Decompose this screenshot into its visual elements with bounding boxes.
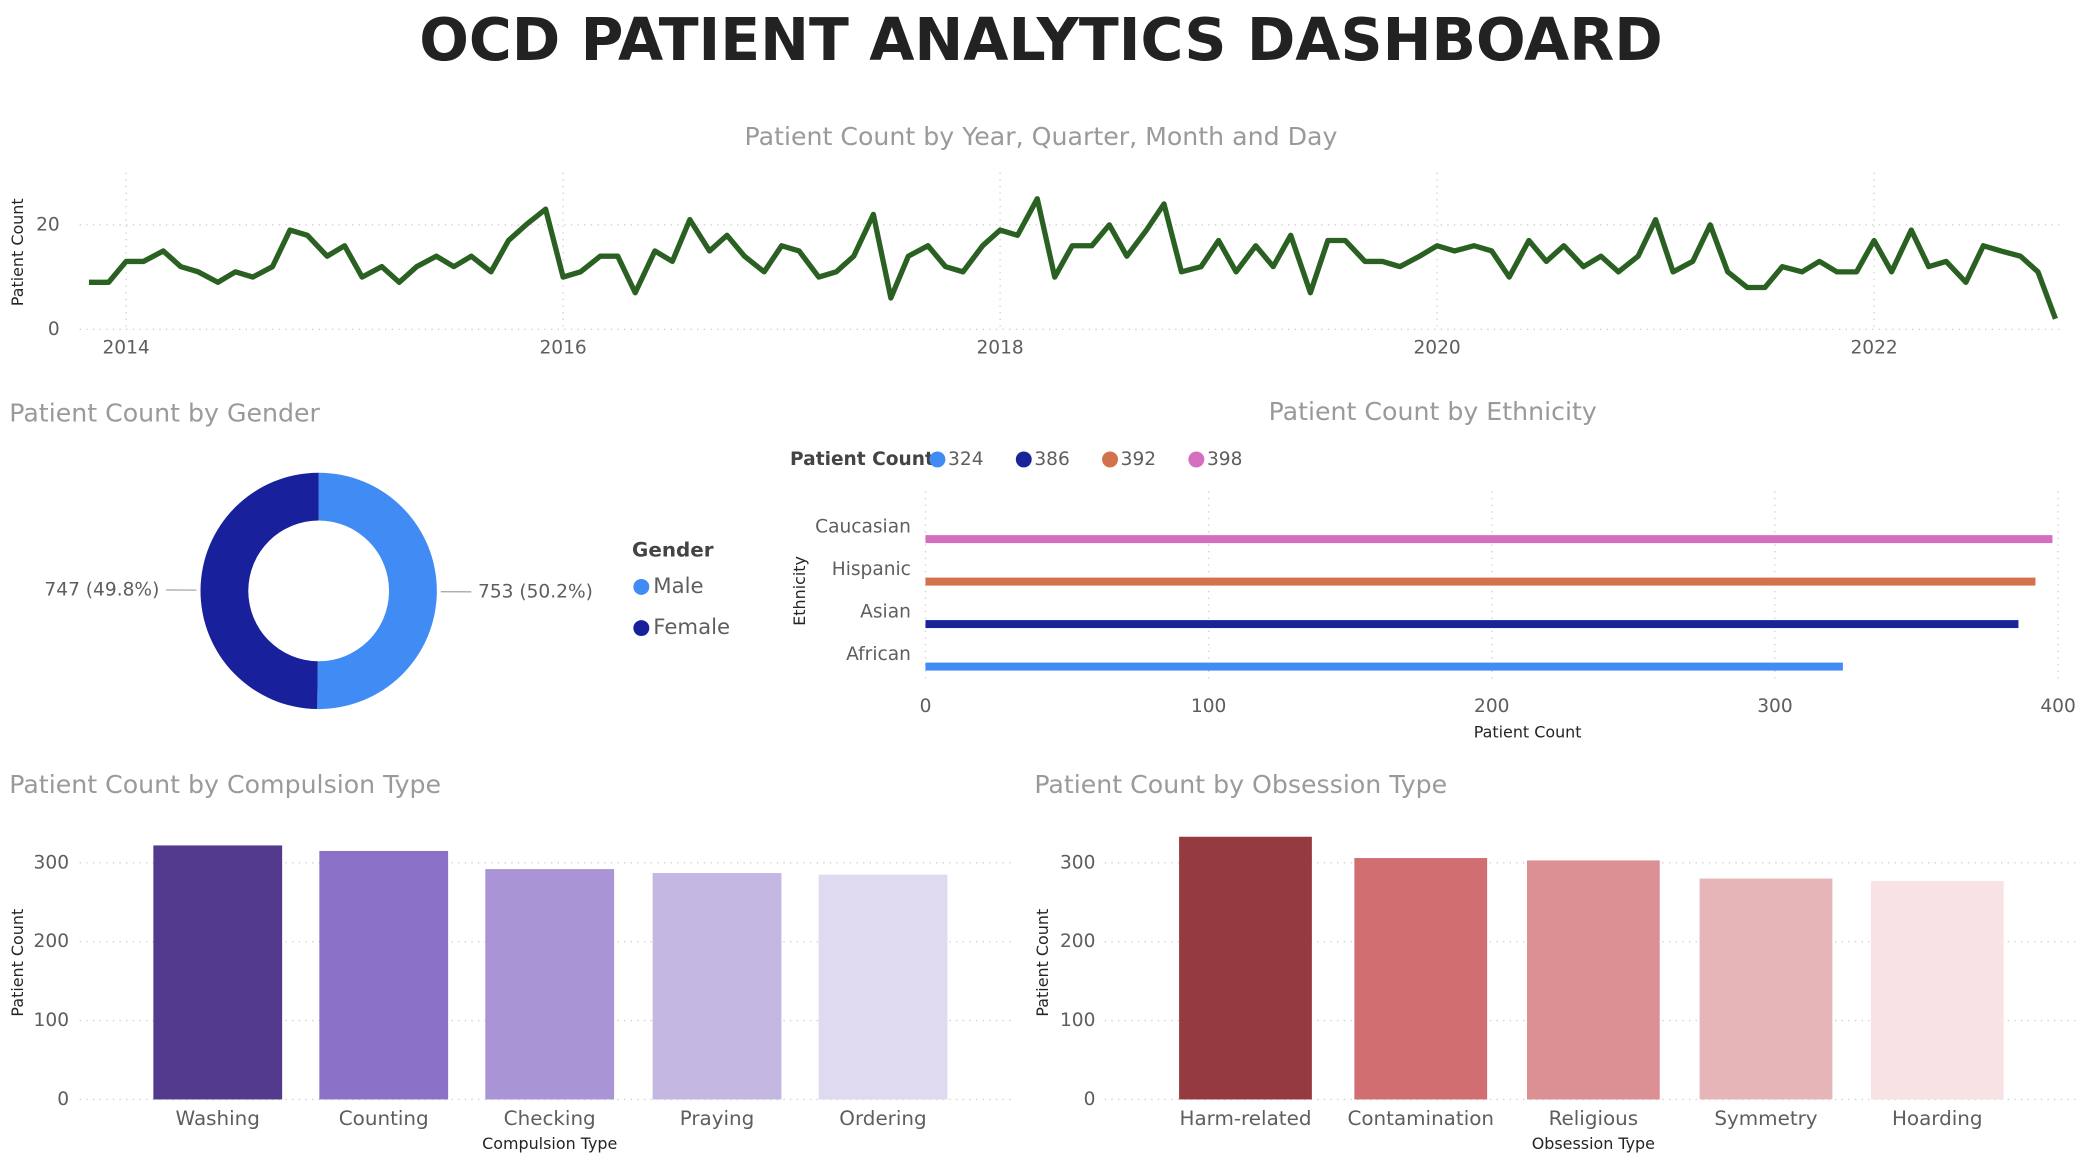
legend-swatch: [929, 451, 946, 468]
panel-title: Patient Count by Compulsion Type: [9, 770, 441, 799]
y-tick-label: 200: [34, 931, 69, 952]
dashboard-title: OCD PATIENT ANALYTICS DASHBOARD: [419, 6, 1662, 74]
panel-title: Patient Count by Year, Quarter, Month an…: [745, 122, 1338, 151]
bar: [1699, 878, 1833, 1100]
y-tick-label: Hispanic: [832, 559, 911, 580]
legend-title: Gender: [632, 539, 714, 562]
x-tick-label: 2018: [976, 337, 1023, 358]
bar: [925, 535, 2053, 544]
y-tick-label: 0: [1084, 1089, 1096, 1110]
panel-title: Patient Count by Gender: [9, 398, 320, 427]
y-tick-label: 100: [1060, 1010, 1095, 1031]
y-tick-label: 100: [34, 1010, 69, 1031]
legend-label: 398: [1207, 449, 1242, 470]
bar: [652, 873, 782, 1100]
bar: [925, 577, 2036, 586]
bar: [1526, 860, 1660, 1100]
y-axis-title: Patient Count: [8, 198, 27, 306]
bar: [153, 845, 283, 1100]
data-label: 753 (50.2%): [478, 581, 593, 602]
legend-swatch: [633, 578, 650, 595]
x-tick-label: 0: [920, 696, 932, 717]
x-tick-label: Checking: [504, 1107, 596, 1130]
x-tick-label: Ordering: [839, 1107, 926, 1130]
legend-swatch: [1102, 451, 1119, 468]
x-tick-label: 2016: [539, 337, 586, 358]
y-axis-title: Patient Count: [8, 909, 27, 1017]
y-tick-label: 300: [1060, 852, 1095, 873]
x-tick-label: 2014: [102, 337, 149, 358]
line-series: [88, 196, 2058, 320]
legend-swatch: [1188, 451, 1205, 468]
x-tick-label: Washing: [176, 1107, 260, 1130]
donut-slice: [317, 472, 437, 710]
bar: [319, 850, 449, 1100]
legend-swatch: [1015, 451, 1032, 468]
x-tick-label: 2020: [1413, 337, 1460, 358]
x-axis-title: Patient Count: [1474, 722, 1582, 741]
data-label: 747 (49.8%): [44, 579, 159, 600]
y-axis-title: Patient Count: [1033, 909, 1052, 1017]
x-tick-label: Praying: [680, 1107, 755, 1130]
bar: [1870, 880, 2004, 1100]
bar: [1179, 836, 1312, 1100]
bar: [925, 662, 1843, 671]
y-tick-label: African: [846, 644, 911, 665]
panel-title: Patient Count by Ethnicity: [1269, 397, 1597, 426]
x-tick-label: 200: [1474, 696, 1509, 717]
legend-label: Male: [653, 574, 703, 599]
x-tick-label: 300: [1757, 696, 1792, 717]
x-tick-label: Counting: [339, 1107, 429, 1130]
x-tick-label: 400: [2040, 696, 2075, 717]
panel-title: Patient Count by Obsession Type: [1034, 770, 1447, 799]
y-tick-label: 300: [34, 852, 69, 873]
legend-label: 324: [948, 449, 983, 470]
x-tick-label: Religious: [1549, 1107, 1639, 1130]
legend-label: 386: [1034, 449, 1069, 470]
bar: [818, 874, 948, 1100]
x-tick-label: Hoarding: [1892, 1107, 1983, 1130]
y-tick-label: 20: [36, 214, 60, 235]
donut-slice: [200, 472, 319, 710]
x-tick-label: Contamination: [1347, 1107, 1494, 1130]
x-tick-label: 100: [1191, 696, 1226, 717]
y-tick-label: Asian: [860, 602, 911, 623]
bar: [925, 620, 2019, 629]
bar: [1354, 858, 1488, 1100]
y-tick-label: 0: [57, 1089, 69, 1110]
x-tick-label: Harm-related: [1179, 1107, 1311, 1130]
y-axis-title: Ethnicity: [790, 556, 809, 626]
x-tick-label: 2022: [1850, 337, 1897, 358]
legend-swatch: [633, 620, 650, 637]
y-tick-label: 200: [1060, 931, 1095, 952]
x-axis-title: Compulsion Type: [482, 1134, 617, 1153]
legend-label: Female: [653, 615, 730, 640]
legend-label: 392: [1121, 449, 1156, 470]
x-tick-label: Symmetry: [1714, 1107, 1817, 1130]
x-axis-title: Obsession Type: [1532, 1134, 1655, 1153]
y-tick-label: 0: [48, 319, 60, 340]
y-tick-label: Caucasian: [815, 517, 911, 538]
bar: [485, 869, 615, 1100]
legend-title: Patient Count: [790, 449, 934, 470]
